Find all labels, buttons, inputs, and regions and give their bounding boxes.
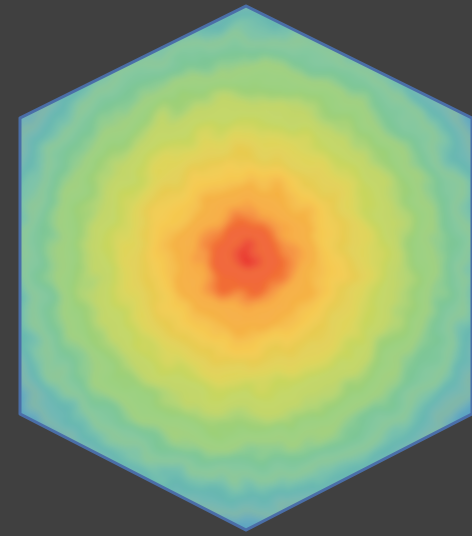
hexagon-border	[18, 4, 472, 532]
